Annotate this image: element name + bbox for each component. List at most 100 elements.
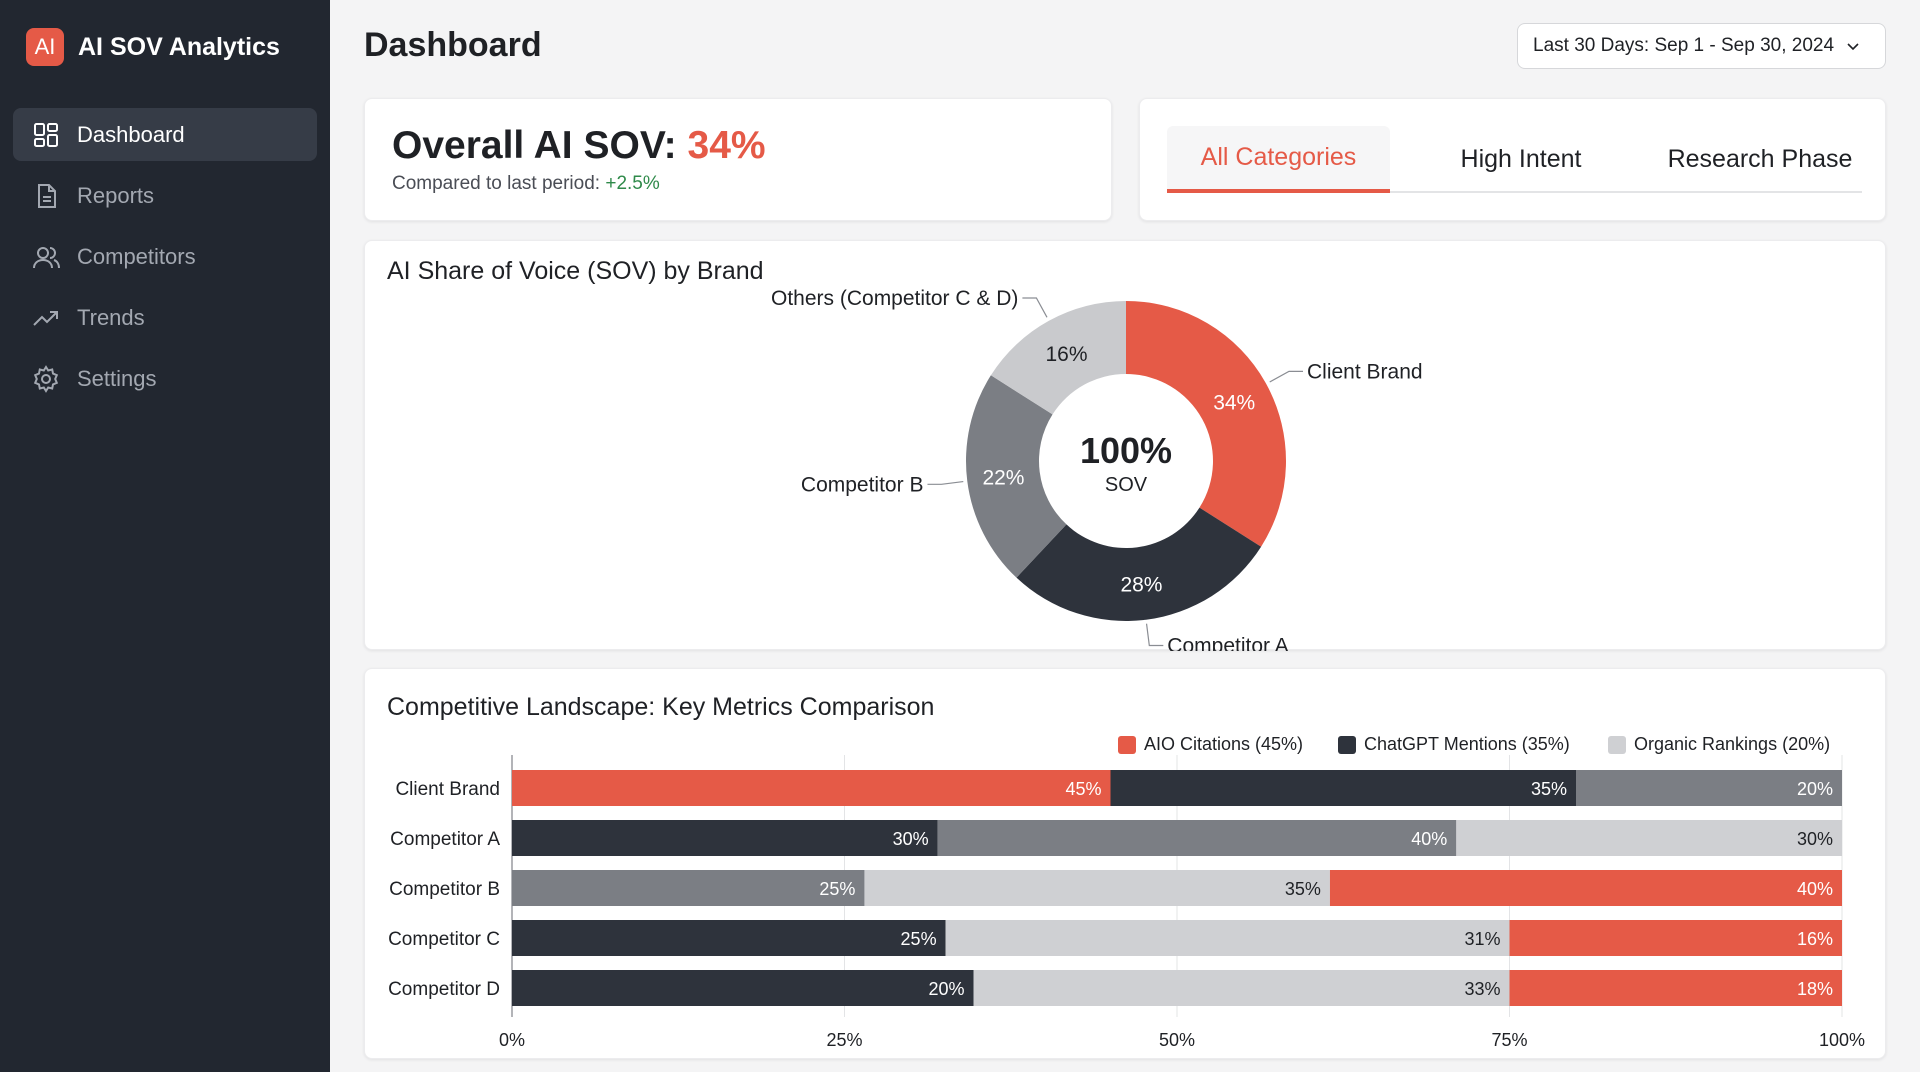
bar-segment-value-label: 25% [901, 929, 937, 949]
bar-segment-competitor-d-1[interactable] [512, 970, 974, 1006]
legend-item-organic: Organic Rankings (20%) [1608, 734, 1830, 755]
bar-segment-value-label: 35% [1531, 779, 1567, 799]
donut-slice-name-label: Competitor B [801, 473, 924, 496]
bar-segment-client-brand-2[interactable] [1110, 770, 1577, 806]
bar-segment-competitor-d-2[interactable] [973, 970, 1510, 1006]
legend-item-chatgpt: ChatGPT Mentions (35%) [1338, 734, 1570, 755]
sidebar: AI AI SOV Analytics Dashboard Reports Co… [0, 0, 330, 1072]
sidebar-nav: Dashboard Reports Competitors Trends Set… [13, 108, 317, 413]
x-tick-label: 100% [1819, 1030, 1865, 1050]
chevron-down-icon [1847, 43, 1859, 51]
legend-label: ChatGPT Mentions (35%) [1364, 734, 1570, 754]
sidebar-item-label: Competitors [77, 243, 196, 269]
x-tick-label: 50% [1159, 1030, 1195, 1050]
overall-sov-label: Overall AI SOV: [392, 124, 688, 167]
overall-sov-title: Overall AI SOV: 34% [392, 124, 766, 168]
donut-slice-value-label: 34% [1213, 392, 1255, 415]
x-tick-label: 0% [499, 1030, 525, 1050]
bar-segment-value-label: 25% [819, 879, 855, 899]
dashboard-icon [31, 120, 61, 150]
bar-segment-client-brand-3[interactable] [1576, 770, 1842, 806]
brand-logo-icon: AI [26, 28, 64, 66]
sidebar-item-trends[interactable]: Trends [13, 291, 317, 344]
date-range-label: Last 30 Days: Sep 1 - Sep 30, 2024 [1533, 35, 1835, 56]
bar-segment-value-label: 30% [893, 829, 929, 849]
sidebar-item-label: Reports [77, 182, 155, 208]
x-tick-label: 75% [1491, 1030, 1527, 1050]
donut-slice-value-label: 28% [1120, 574, 1162, 597]
bar-segment-value-label: 16% [1797, 929, 1833, 949]
donut-center-value: 100% [1080, 430, 1172, 471]
bar-segment-competitor-c-3[interactable] [1509, 920, 1843, 956]
donut-center-label: SOV [1105, 474, 1148, 496]
tabs-divider [1167, 191, 1862, 193]
stacked-bar-chart: 0% 25% 50% 75% 100% Client Brand 45% 35% 20% Comp… [388, 755, 1865, 1050]
legend-item-aio: AIO Citations (45%) [1118, 734, 1303, 755]
overall-sov-card: Overall AI SOV: 34% Compared to last per… [364, 98, 1112, 221]
donut-slice-competitor-a[interactable] [1016, 507, 1262, 621]
sidebar-item-label: Dashboard [77, 121, 185, 147]
trend-icon [31, 303, 61, 333]
competitive-landscape-card: Competitive Landscape: Key Metrics Compa… [364, 668, 1886, 1059]
bar-segment-competitor-a-1[interactable] [512, 820, 938, 856]
category-tabs-card: All Categories High Intent Research Phas… [1139, 98, 1886, 221]
donut-slice-others-competitor-c-d[interactable] [990, 301, 1126, 415]
bar-segment-value-label: 35% [1285, 879, 1321, 899]
donut-slice-name-label: Competitor A [1167, 635, 1288, 651]
donut-leader-line [1269, 370, 1303, 383]
sidebar-item-dashboard[interactable]: Dashboard [13, 108, 317, 161]
tab-high-intent[interactable]: High Intent [1460, 145, 1582, 173]
donut-slice-client-brand[interactable] [1126, 301, 1286, 547]
page-title: Dashboard [364, 26, 542, 64]
bar-segment-value-label: 33% [1464, 979, 1500, 999]
gear-icon [31, 364, 61, 394]
app-name: AI SOV Analytics [78, 32, 280, 61]
bar-segment-competitor-b-2[interactable] [864, 870, 1330, 906]
bar-segment-value-label: 18% [1797, 979, 1833, 999]
bar-row-label-competitor-d: Competitor D [388, 979, 500, 1000]
bar-segment-competitor-c-2[interactable] [945, 920, 1510, 956]
bar-segment-competitor-a-2[interactable] [937, 820, 1457, 856]
donut-slice-value-label: 22% [982, 466, 1024, 489]
bar-segment-competitor-a-3[interactable] [1456, 820, 1842, 856]
overall-sov-value: 34% [687, 124, 766, 167]
donut-leader-line [1022, 297, 1048, 318]
comparison-delta: +2.5% [605, 173, 660, 194]
sidebar-item-competitors[interactable]: Competitors [13, 230, 317, 283]
bar-segment-value-label: 40% [1797, 879, 1833, 899]
bar-segment-value-label: 45% [1065, 779, 1101, 799]
donut-leader-line [927, 480, 964, 485]
sidebar-item-reports[interactable]: Reports [13, 169, 317, 222]
x-tick-label: 25% [826, 1030, 862, 1050]
donut-slice-name-label: Client Brand [1307, 360, 1423, 383]
donut-leader-line [1145, 623, 1164, 647]
bar-row-label-competitor-b: Competitor B [389, 879, 500, 900]
donut-slice-competitor-b[interactable] [966, 375, 1067, 578]
sidebar-item-label: Settings [77, 365, 157, 391]
legend-label: Organic Rankings (20%) [1634, 734, 1831, 754]
brand[interactable]: AI AI SOV Analytics [26, 28, 280, 66]
donut-chart: 34% Client Brand 28% Competitor A 22% Competi… [771, 287, 1423, 651]
bar-segment-value-label: 31% [1464, 929, 1500, 949]
legend-label: AIO Citations (45%) [1144, 734, 1304, 754]
sidebar-item-settings[interactable]: Settings [13, 352, 317, 405]
date-range-select[interactable]: Last 30 Days: Sep 1 - Sep 30, 2024 [1517, 23, 1886, 69]
donut-chart-title: AI Share of Voice (SOV) by Brand [387, 257, 764, 285]
sidebar-item-label: Trends [77, 304, 145, 330]
bar-segment-competitor-c-1[interactable] [512, 920, 946, 956]
bar-segment-client-brand-1[interactable] [512, 770, 1111, 806]
tab-all-categories[interactable]: All Categories [1167, 126, 1390, 193]
bar-row-label-competitor-a: Competitor A [390, 829, 500, 850]
bar-segment-value-label: 30% [1797, 829, 1833, 849]
sov-by-brand-card: AI Share of Voice (SOV) by Brand 34% Clie… [364, 240, 1886, 651]
bar-segment-value-label: 20% [928, 979, 964, 999]
document-icon [31, 181, 61, 211]
comparison-label: Compared to last period: [392, 173, 606, 194]
legend-swatch [1118, 735, 1136, 754]
bar-segment-competitor-b-3[interactable] [1329, 870, 1842, 906]
users-icon [31, 242, 61, 272]
bar-segment-competitor-b-1[interactable] [512, 870, 865, 906]
tab-research-phase[interactable]: Research Phase [1667, 145, 1853, 173]
bar-segment-competitor-d-3[interactable] [1509, 970, 1843, 1006]
legend-swatch [1608, 735, 1626, 754]
